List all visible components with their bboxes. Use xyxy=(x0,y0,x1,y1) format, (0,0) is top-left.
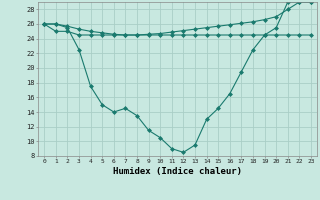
X-axis label: Humidex (Indice chaleur): Humidex (Indice chaleur) xyxy=(113,167,242,176)
